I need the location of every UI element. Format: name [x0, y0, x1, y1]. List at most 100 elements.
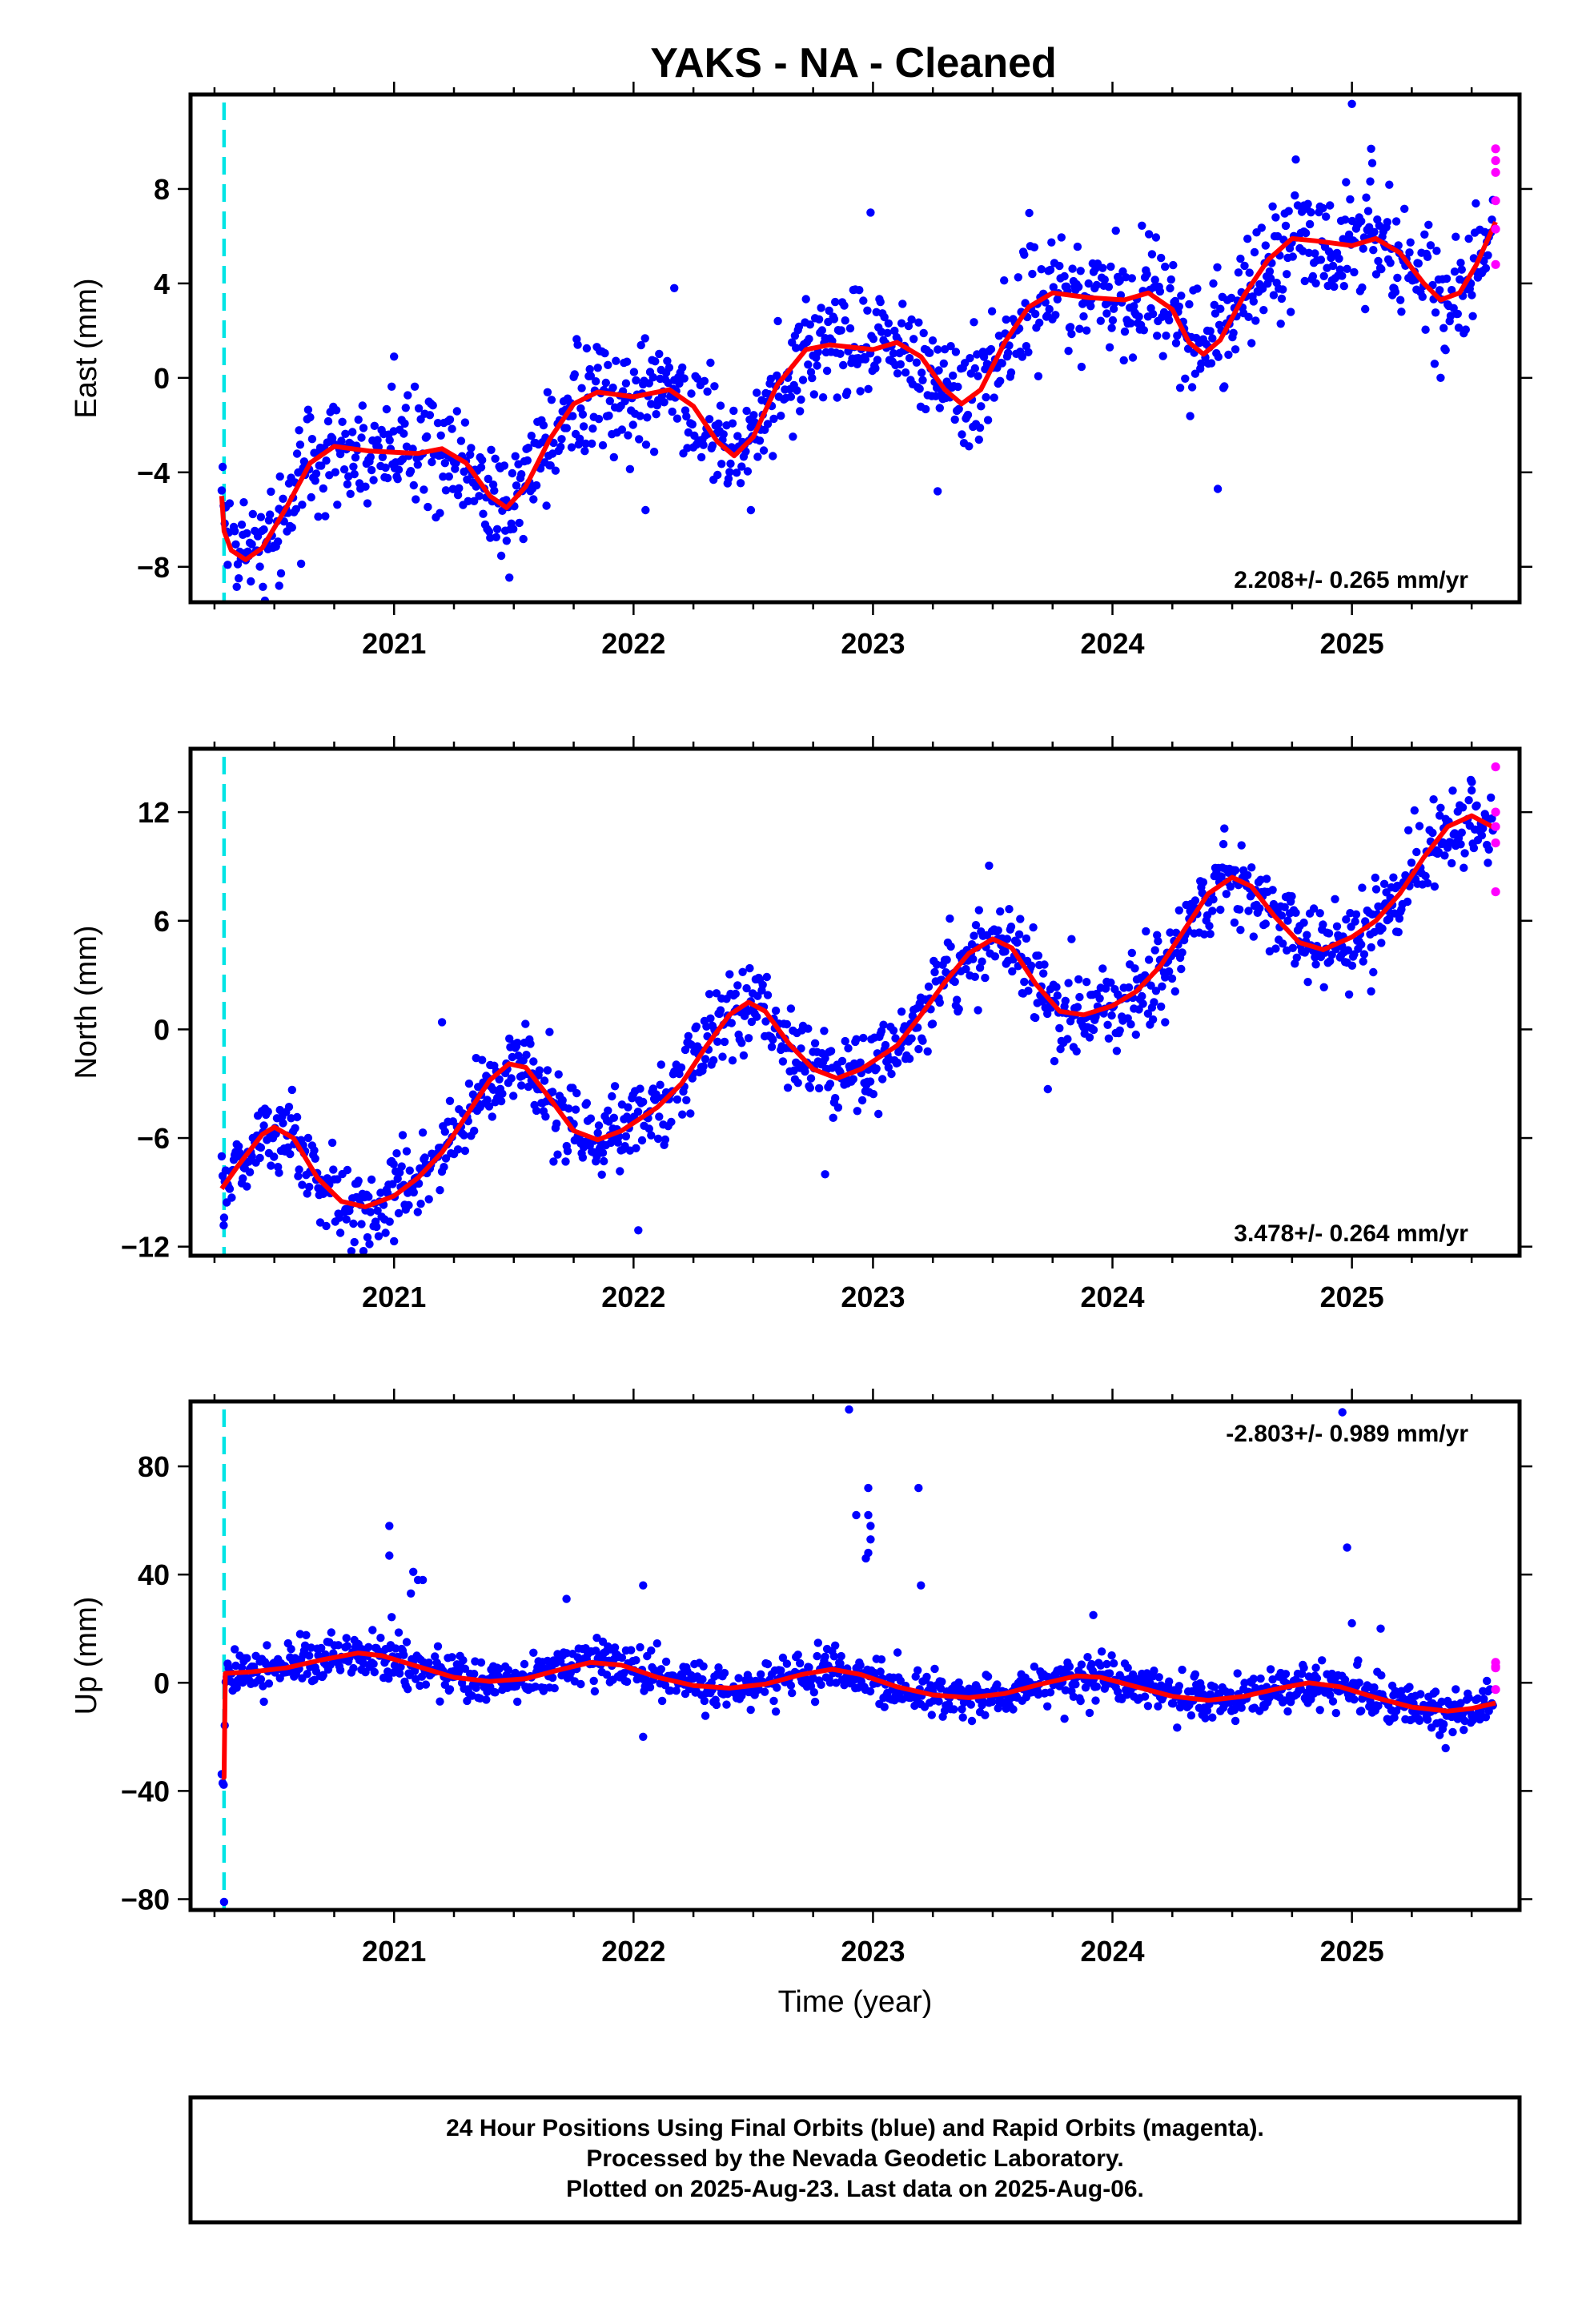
up-final-point [319, 1671, 327, 1679]
up-final-outlier [917, 1581, 926, 1590]
east-final-point [370, 421, 379, 430]
north-final-point [1332, 922, 1342, 931]
east-final-point [1206, 327, 1215, 336]
north-final-point [806, 1074, 816, 1083]
north-final-point [606, 1138, 616, 1148]
north-final-point [507, 1074, 516, 1083]
east-final-point [577, 384, 586, 392]
north-final-point [552, 1119, 561, 1128]
east-final-point [573, 340, 582, 349]
north-final-point [1268, 886, 1277, 895]
east-final-point [487, 445, 496, 454]
north-final-point [821, 1054, 829, 1063]
footer-box: 24 Hour Positions Using Final Orbits (bl… [188, 2095, 1522, 2225]
east-final-point [527, 432, 536, 440]
east-final-point [1005, 341, 1014, 350]
up-final-outlier [562, 1594, 571, 1603]
east-final-outlier [866, 208, 875, 217]
north-final-point [578, 1153, 588, 1162]
north-final-point [1279, 939, 1287, 948]
east-final-point [889, 349, 898, 358]
east-final-point [1084, 279, 1093, 288]
east-final-point [1175, 384, 1185, 392]
east-final-outlier [1299, 201, 1309, 210]
east-final-point [970, 318, 978, 327]
north-final-point [460, 1146, 470, 1156]
north-final-point [483, 1096, 492, 1104]
east-final-point [1442, 274, 1452, 283]
north-final-point [656, 1080, 665, 1089]
north-final-point [267, 1161, 275, 1170]
up-final-point [837, 1651, 845, 1661]
up-final-point [394, 1628, 404, 1637]
north-final-point [1291, 908, 1300, 918]
east-final-point [970, 364, 980, 373]
east-model-curve [219, 220, 1498, 562]
east-final-point [1288, 252, 1298, 261]
east-final-point [374, 442, 383, 452]
up-final-point [810, 1697, 820, 1707]
north-final-point [701, 1055, 710, 1063]
east-ytick-label: 8 [154, 173, 170, 206]
east-final-point [1166, 283, 1174, 293]
east-final-point [663, 356, 672, 365]
north-final-point [1237, 841, 1246, 850]
east-final-point [901, 368, 910, 377]
up-final-point [1107, 1651, 1116, 1660]
up-final-point [384, 1674, 393, 1683]
east-final-point [1257, 223, 1267, 232]
north-final-point [1311, 960, 1320, 969]
north-final-point [333, 1175, 342, 1184]
east-final-point [1287, 308, 1295, 316]
east-final-point [636, 412, 644, 420]
east-final-point [331, 406, 341, 415]
east-xtick-label: 2025 [1320, 627, 1384, 660]
up-model-curve [221, 1651, 1496, 1780]
east-final-point [965, 442, 974, 451]
up-final-point [349, 1663, 358, 1673]
east-final-point [1324, 247, 1334, 256]
north-final-point [310, 1146, 319, 1155]
east-final-point [652, 410, 661, 419]
east-final-point [648, 373, 657, 382]
north-final-point [1013, 938, 1022, 947]
east-final-point [934, 366, 943, 375]
east-final-point [1326, 201, 1335, 210]
up-xtick-label: 2024 [1080, 1935, 1144, 1968]
up-final-point [1281, 1670, 1291, 1679]
east-final-point [295, 440, 305, 449]
east-final-point [1453, 309, 1463, 319]
north-final-point [878, 1075, 887, 1084]
east-frame [188, 92, 1522, 605]
east-final-point [640, 334, 649, 343]
north-final-point [682, 1096, 691, 1105]
north-final-point [1150, 998, 1158, 1007]
north-final-point [1052, 983, 1061, 991]
up-final-point [1266, 1665, 1275, 1674]
up-final-point [714, 1663, 723, 1672]
up-final-point [459, 1656, 468, 1665]
east-final-point [845, 324, 855, 333]
east-final-point [436, 431, 445, 440]
up-final-point [981, 1711, 990, 1719]
up-final-outlier [1338, 1408, 1347, 1417]
east-ylabel: East (mm) [70, 278, 103, 418]
east-final-point [697, 452, 706, 462]
up-final-point [402, 1638, 412, 1647]
north-final-point [1421, 871, 1430, 881]
east-final-outlier [390, 352, 399, 361]
east-final-point [660, 398, 669, 407]
east-final-point [725, 468, 734, 476]
north-final-point [731, 989, 740, 999]
up-final-point [769, 1696, 778, 1706]
east-final-point [893, 369, 902, 378]
up-final-point [460, 1664, 470, 1673]
east-final-point [1396, 296, 1405, 304]
up-final-point [1191, 1670, 1200, 1679]
up-final-point [1448, 1727, 1457, 1737]
east-final-point [500, 461, 509, 470]
north-final-point [279, 1119, 287, 1128]
east-final-point [306, 412, 315, 422]
north-final-outlier [634, 1226, 643, 1235]
east-final-point [714, 419, 723, 428]
